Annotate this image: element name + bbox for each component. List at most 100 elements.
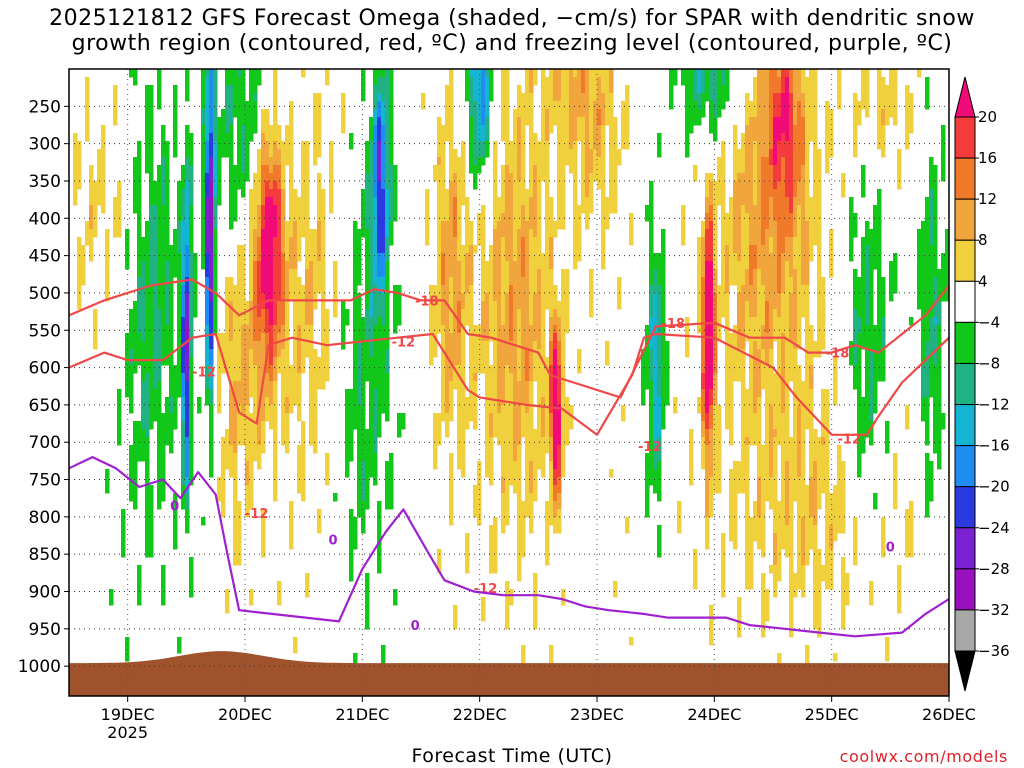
omega-cell	[189, 573, 194, 582]
omega-cell	[457, 173, 462, 182]
omega-cell	[601, 125, 606, 134]
omega-cell	[145, 389, 150, 398]
omega-cell	[309, 381, 314, 390]
omega-cell	[377, 341, 382, 350]
omega-cell	[285, 357, 290, 366]
omega-cell	[149, 165, 154, 174]
omega-cell	[553, 421, 558, 430]
omega-cell	[473, 141, 478, 150]
omega-cell	[345, 429, 350, 438]
omega-cell	[285, 237, 290, 246]
omega-cell	[677, 525, 682, 534]
omega-cell	[441, 261, 446, 270]
omega-cell	[465, 77, 470, 86]
omega-cell	[249, 325, 254, 334]
omega-cell	[261, 533, 266, 542]
omega-cell	[577, 69, 582, 78]
omega-cell	[741, 469, 746, 478]
omega-cell	[485, 389, 490, 398]
omega-cell	[161, 245, 166, 254]
omega-cell	[557, 365, 562, 374]
omega-cell	[397, 285, 402, 294]
omega-cell	[453, 237, 458, 246]
omega-cell	[317, 221, 322, 230]
omega-cell	[437, 325, 442, 334]
omega-cell	[729, 357, 734, 366]
omega-cell	[505, 405, 510, 414]
omega-cell	[149, 413, 154, 422]
omega-cell	[89, 197, 94, 206]
omega-cell	[233, 493, 238, 502]
omega-cell	[233, 373, 238, 382]
omega-cell	[173, 229, 178, 238]
omega-cell	[149, 269, 154, 278]
omega-cell	[353, 317, 358, 326]
omega-cell	[385, 269, 390, 278]
omega-cell	[749, 317, 754, 326]
omega-cell	[493, 293, 498, 302]
omega-cell	[225, 117, 230, 126]
omega-cell	[569, 85, 574, 94]
omega-cell	[345, 389, 350, 398]
omega-cell	[505, 413, 510, 422]
omega-cell	[313, 101, 318, 110]
omega-cell	[169, 445, 174, 454]
omega-cell	[725, 301, 730, 310]
omega-cell	[549, 277, 554, 286]
omega-cell	[173, 541, 178, 550]
omega-cell	[741, 485, 746, 494]
omega-cell	[297, 293, 302, 302]
omega-cell	[321, 229, 326, 238]
omega-cell	[741, 453, 746, 462]
omega-cell	[217, 405, 222, 414]
omega-cell	[229, 197, 234, 206]
omega-cell	[381, 181, 386, 190]
omega-cell	[749, 301, 754, 310]
omega-cell	[745, 293, 750, 302]
omega-cell	[209, 237, 214, 246]
omega-cell	[273, 405, 278, 414]
omega-cell	[229, 349, 234, 358]
omega-cell	[305, 237, 310, 246]
omega-cell	[289, 509, 294, 518]
omega-cell	[705, 485, 710, 494]
omega-cell	[317, 213, 322, 222]
omega-cell	[301, 429, 306, 438]
omega-cell	[709, 125, 714, 134]
omega-cell	[513, 381, 518, 390]
omega-cell	[369, 117, 374, 126]
omega-cell	[717, 477, 722, 486]
omega-cell	[157, 357, 162, 366]
omega-cell	[717, 309, 722, 318]
omega-cell	[473, 333, 478, 342]
omega-cell	[553, 85, 558, 94]
omega-cell	[501, 485, 506, 494]
omega-cell	[657, 373, 662, 382]
omega-cell	[709, 413, 714, 422]
omega-cell	[509, 373, 514, 382]
omega-cell	[209, 349, 214, 358]
omega-cell	[493, 421, 498, 430]
omega-cell	[137, 245, 142, 254]
omega-cell	[745, 469, 750, 478]
omega-cell	[269, 269, 274, 278]
omega-cell	[369, 237, 374, 246]
omega-cell	[341, 101, 346, 110]
omega-cell	[545, 165, 550, 174]
omega-cell	[385, 469, 390, 478]
omega-cell	[517, 125, 522, 134]
omega-cell	[557, 197, 562, 206]
omega-cell	[89, 229, 94, 238]
omega-cell	[469, 341, 474, 350]
omega-cell	[709, 109, 714, 118]
omega-cell	[569, 165, 574, 174]
omega-cell	[657, 141, 662, 150]
omega-cell	[241, 341, 246, 350]
omega-cell	[529, 405, 534, 414]
omega-cell	[361, 469, 366, 478]
omega-cell	[97, 165, 102, 174]
omega-cell	[517, 293, 522, 302]
omega-cell	[205, 149, 210, 158]
omega-cell	[733, 125, 738, 134]
omega-cell	[473, 245, 478, 254]
